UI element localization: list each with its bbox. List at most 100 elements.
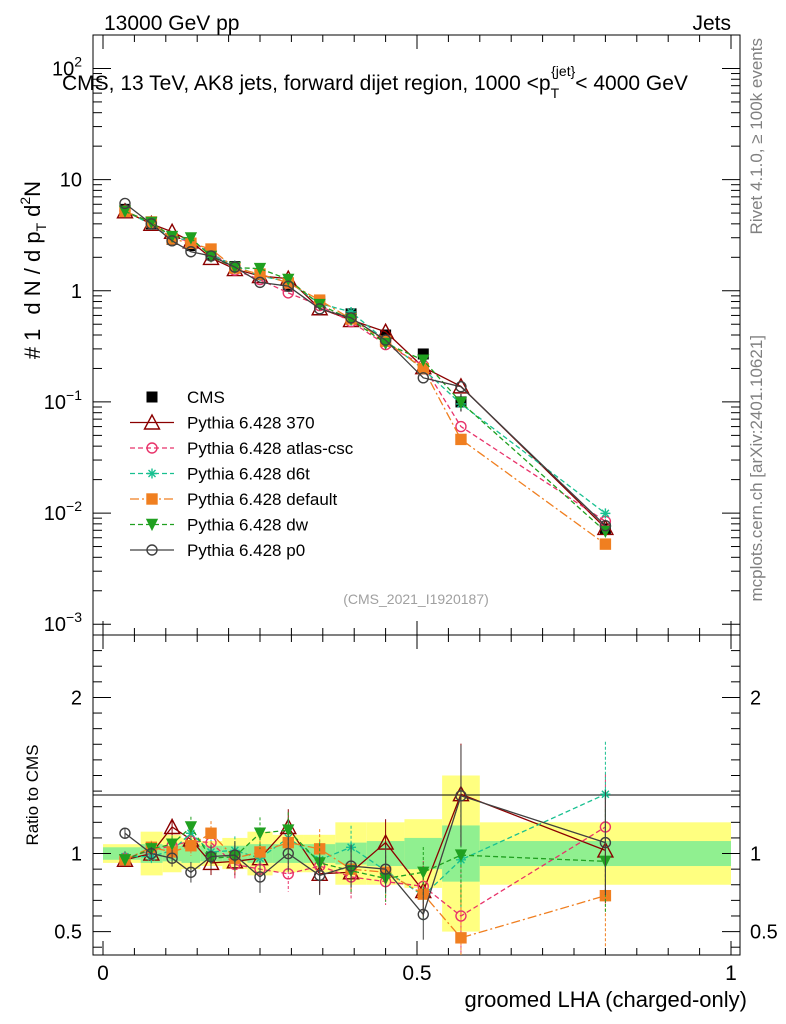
series-point-main [345, 312, 357, 324]
series-point-main [145, 218, 158, 230]
series-point-ratio [417, 866, 430, 879]
series-point-ratio [165, 838, 179, 851]
series-point-main [119, 197, 131, 210]
series-line-main [124, 202, 606, 527]
series-point-main [166, 235, 178, 247]
series-point-ratio [185, 866, 197, 878]
ratio-tick-label-right: 0.5 [750, 922, 778, 944]
series-point-ratio [118, 854, 132, 867]
series-point-ratio [282, 847, 294, 860]
series-point-ratio [184, 821, 198, 834]
series-point-main [599, 519, 612, 532]
legend-label: Pythia 6.428 dw [187, 516, 309, 535]
series-point-main [282, 273, 295, 286]
x-axis-label: groomed LHA (charged-only) [465, 987, 747, 1012]
legend-marker [146, 493, 158, 505]
legend-marker [145, 518, 159, 532]
ratio-tick-label: 1 [71, 844, 82, 866]
legend-marker-cms [146, 391, 158, 403]
y-axis-label-main: #1d N / d pTd2N [17, 181, 49, 359]
series-point-main [205, 250, 217, 262]
ratio-tick-label-right: 2 [750, 687, 761, 709]
series-point-ratio [455, 932, 467, 944]
series-point-ratio [254, 871, 266, 883]
legend-marker [146, 442, 158, 454]
series-point-ratio [205, 827, 217, 839]
series-point-ratio [282, 824, 295, 837]
series-point-ratio [202, 853, 220, 871]
legend-label: Pythia 6.428 atlas-csc [187, 439, 354, 458]
series-point-main [379, 334, 392, 346]
cms-data-point [417, 348, 429, 360]
series-point-ratio [417, 908, 429, 921]
series-point-ratio [166, 852, 178, 864]
series-point-main [599, 525, 612, 538]
series-point-ratio [454, 849, 468, 862]
y-axis-label-ratio: Ratio to CMS [23, 744, 42, 845]
series-line-ratio [124, 794, 606, 916]
legend-label: Pythia 6.428 default [187, 490, 338, 509]
series-point-ratio [253, 827, 267, 840]
analysis-id-label: (CMS_2021_I1920187) [343, 591, 489, 607]
legend-label: Pythia 6.428 370 [187, 414, 315, 433]
series-point-ratio [599, 836, 612, 849]
legend-marker [146, 544, 158, 556]
series-point-main [417, 354, 430, 367]
mcplots-label: mcplots.cern.ch [arXiv:2401.10621] [747, 335, 766, 601]
series-point-ratio [254, 846, 266, 858]
x-tick-label: 0.5 [402, 962, 431, 985]
x-tick-label: 0 [97, 962, 109, 985]
y-tick-label-main: 10−3 [44, 609, 82, 636]
series-point-ratio [229, 849, 241, 861]
series-point-ratio [379, 863, 392, 875]
legend-label: Pythia 6.428 d6t [187, 465, 310, 484]
series-point-ratio [185, 840, 197, 852]
x-tick-label: 1 [725, 962, 737, 985]
rivet-version-label: Rivet 4.1.0, ≥ 100k events [747, 38, 766, 234]
svg-text:#1d N / d pTd2N: #1d N / d pTd2N [17, 181, 49, 359]
series-point-main [254, 276, 266, 289]
series-point-ratio [205, 850, 217, 863]
axis-ticks: 0 0.5 1 10−3 10−2 10−1 1 10 102 0.5 0.5 1 1 2 2 [44, 34, 778, 985]
category-label: Jets [692, 12, 731, 35]
series-point-main [185, 246, 197, 258]
series-point-ratio [145, 847, 158, 860]
series-line-ratio [124, 793, 606, 893]
series-point-main [253, 262, 267, 276]
ratio-tick-label: 0.5 [54, 922, 82, 944]
y-tick-label-main: 102 [52, 53, 82, 80]
series-point-ratio [163, 818, 181, 835]
legend-marker [143, 413, 161, 430]
legend: CMS Pythia 6.428 370 Pythia 6.428 atlas-cs… [130, 388, 354, 560]
series-point-ratio [345, 860, 357, 872]
series-point-main [184, 232, 198, 245]
series-point-main [454, 396, 468, 409]
series-point-ratio [313, 869, 326, 882]
legend-marker [147, 468, 157, 479]
y-tick-label-main: 10 [60, 170, 82, 192]
series-point-ratio [119, 827, 131, 839]
y-tick-label-main: 1 [71, 281, 82, 303]
series-point-main [282, 280, 294, 292]
ratio-tick-label-right: 1 [750, 844, 761, 866]
series-point-ratio [455, 910, 467, 922]
ratio-tick-label: 2 [71, 687, 82, 709]
ratio-plot-series [116, 741, 615, 955]
series-point-main [600, 508, 611, 519]
series-point-main [455, 433, 467, 446]
series-point-main [346, 306, 357, 317]
series-line-ratio [124, 826, 606, 917]
chart-title: CMS, 13 TeV, AK8 jets, forward dijet reg… [62, 63, 688, 101]
series-line-ratio [124, 826, 606, 880]
series-point-main [417, 372, 429, 384]
series-point-ratio [455, 790, 467, 802]
legend-label-cms: CMS [187, 388, 225, 407]
series-point-main [313, 303, 326, 315]
series-point-main [455, 420, 467, 433]
series-point-main [118, 205, 132, 218]
series-point-main [599, 538, 612, 550]
y-tick-label-main: 10−1 [44, 387, 82, 414]
y-tick-label-main: 10−2 [44, 498, 82, 525]
main-plot-series [116, 197, 615, 550]
